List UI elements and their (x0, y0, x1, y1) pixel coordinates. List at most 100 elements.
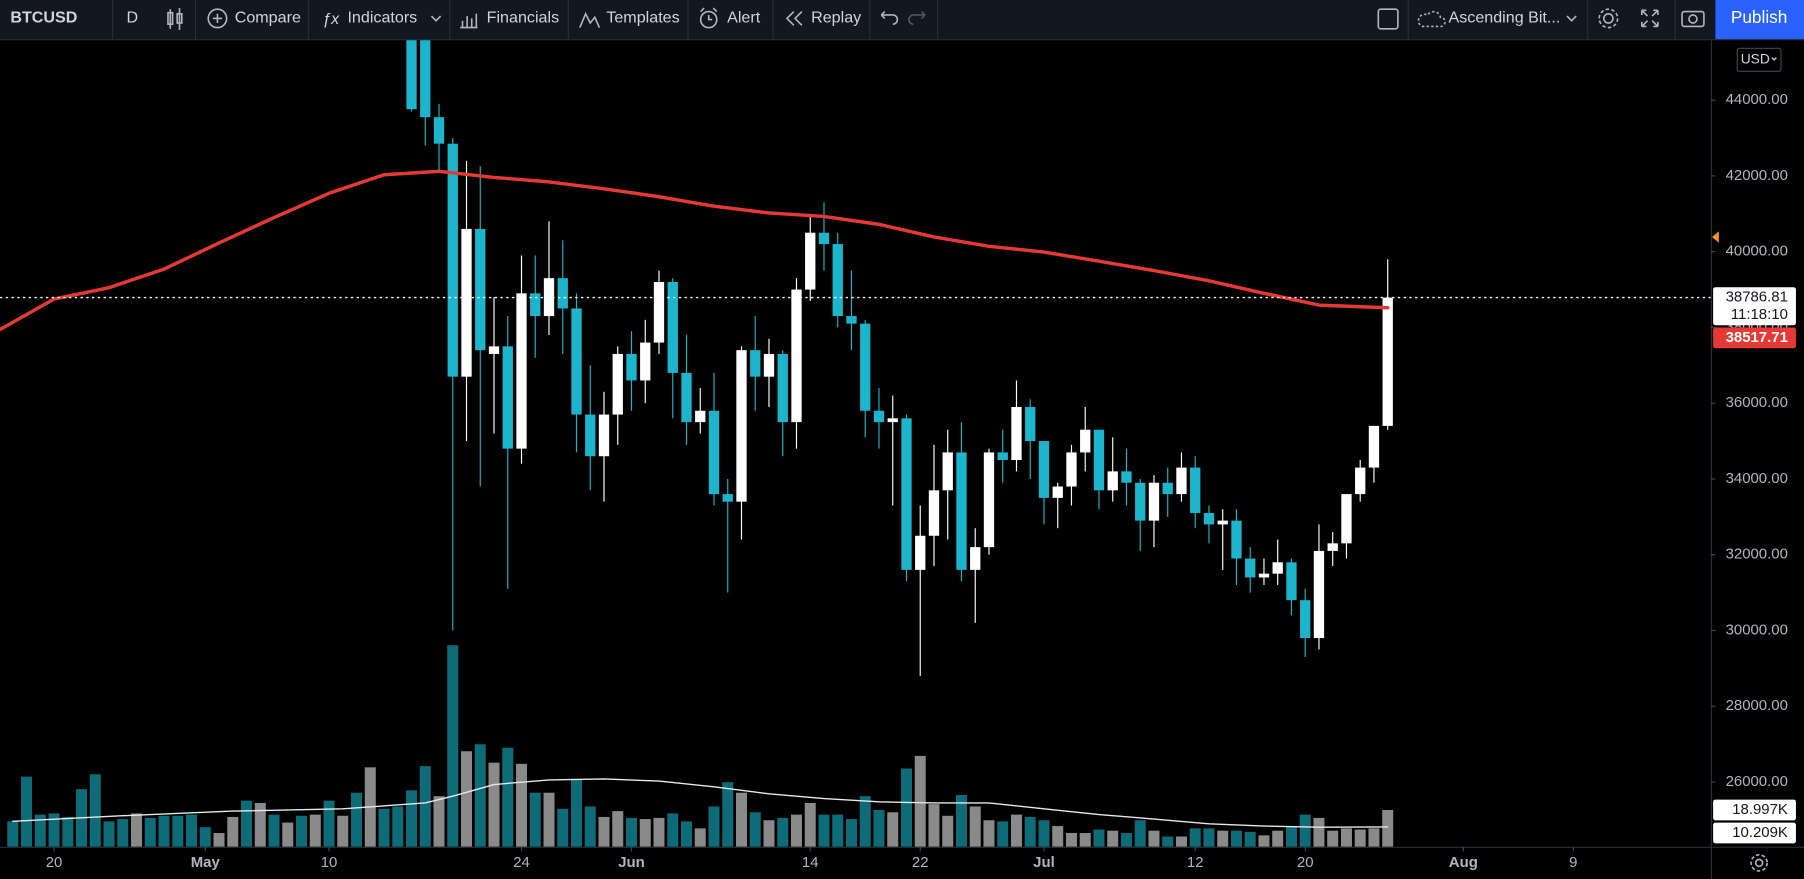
volume-bar (131, 813, 143, 847)
volume-bar (1065, 833, 1077, 847)
interval[interactable]: D (126, 9, 138, 27)
volume-bar (1368, 828, 1380, 847)
volume-bar (144, 817, 156, 847)
volume-bar (461, 751, 473, 847)
candle-body (1080, 429, 1091, 453)
volume-bar (296, 815, 308, 847)
candle-body (708, 410, 720, 495)
chart-style-icon[interactable] (167, 8, 183, 30)
redo-icon[interactable] (908, 10, 926, 25)
candle-body (1052, 486, 1063, 498)
x-tick-label: May (191, 854, 221, 871)
financials-icon[interactable] (460, 13, 478, 29)
candle-body (928, 490, 940, 536)
volume-bar (859, 796, 871, 847)
candle-body (516, 293, 527, 449)
y-tick-label: 34000.00 (1726, 470, 1788, 487)
volume-bar (680, 821, 692, 847)
volume-bar (1189, 828, 1201, 847)
indicators-button[interactable]: Indicators (347, 9, 417, 27)
publish-button-bg[interactable] (1715, 0, 1804, 40)
chevron[interactable] (430, 15, 442, 22)
candle-body (653, 281, 665, 343)
x-tick-label: Jul (1033, 854, 1055, 871)
candle-body (860, 323, 871, 411)
financials-button[interactable]: Financials (487, 9, 559, 27)
chevron[interactable] (1566, 15, 1577, 22)
candle-body (887, 418, 898, 423)
candle-body (1121, 471, 1132, 483)
volume-bar (392, 806, 404, 847)
settings-icon[interactable] (1598, 8, 1619, 29)
templates-button[interactable]: Templates (606, 9, 679, 27)
templates-icon[interactable] (579, 11, 601, 28)
candle-body (1190, 467, 1201, 514)
alert-icon[interactable] (699, 7, 718, 29)
replay-icon[interactable] (785, 10, 803, 26)
candle-body (640, 342, 651, 381)
volume-bar (873, 809, 885, 847)
candle-body (1368, 425, 1380, 468)
toolbar-bg (0, 0, 1804, 40)
volume-bar (378, 808, 390, 847)
candle-body (722, 494, 733, 502)
candle-body (1025, 406, 1036, 442)
volume-bar (103, 821, 115, 847)
countdown-label: 11:18:10 (1731, 306, 1788, 323)
fullscreen-toggle[interactable] (1377, 8, 1399, 30)
volume-bar (1340, 828, 1352, 847)
volume-ma-line (12, 778, 1389, 828)
candle-body (818, 232, 830, 245)
volume-bar (1052, 826, 1064, 847)
volume-bar (309, 814, 321, 847)
currency[interactable]: USD (1741, 51, 1770, 66)
volume-bar (1162, 836, 1174, 847)
undo-icon[interactable] (880, 10, 899, 25)
x-tick-label: Jun (618, 854, 645, 871)
candle-body (543, 278, 555, 317)
volume-bar (1175, 836, 1187, 847)
x-tick-label: 20 (46, 854, 63, 871)
publish-button[interactable]: Publish (1731, 7, 1788, 27)
volume-bar (502, 747, 514, 847)
currency-box[interactable] (1736, 47, 1782, 72)
ma-price-box (1713, 327, 1796, 349)
indicators-icon: ƒx (322, 10, 340, 28)
volume-bar (777, 817, 789, 847)
x-tick-label: 14 (802, 854, 819, 871)
y-tick-label: 44000.00 (1726, 91, 1788, 108)
volume-bar (928, 804, 940, 847)
volume-bar (172, 815, 184, 847)
candle-body (433, 117, 445, 144)
alert-button[interactable]: Alert (727, 9, 761, 27)
volume-bar (419, 766, 431, 847)
candle-body (1203, 513, 1215, 525)
replay-button[interactable]: Replay (811, 9, 862, 27)
candle-body (1382, 297, 1393, 426)
candle-body (626, 353, 637, 381)
axis-settings-icon[interactable] (1750, 854, 1768, 872)
expand-icon[interactable] (1640, 9, 1659, 28)
candle-body (667, 281, 678, 373)
compare-icon[interactable] (207, 8, 228, 29)
volume-bar (598, 816, 610, 847)
last-price-box (1713, 287, 1796, 326)
compare-button[interactable]: Compare (235, 9, 301, 27)
candle-body (1300, 600, 1311, 639)
volume-bar (887, 812, 899, 847)
candle-body (1038, 441, 1050, 498)
candle-body (488, 346, 500, 354)
layout-name[interactable]: Ascending Bit... (1448, 9, 1560, 27)
volume-bar (1120, 833, 1132, 847)
candle-body (1217, 520, 1228, 525)
volume-bar (1079, 833, 1091, 847)
y-tick-label: 42000.00 (1726, 167, 1788, 184)
symbol[interactable]: BTCUSD (10, 9, 77, 27)
volume-bar (804, 802, 816, 847)
candle-body (777, 353, 788, 423)
volume-bar (708, 806, 720, 847)
volume-bar (1107, 830, 1119, 847)
volume-bar (48, 813, 60, 847)
snapshot-icon[interactable] (1681, 10, 1705, 28)
candle-body (695, 410, 706, 423)
